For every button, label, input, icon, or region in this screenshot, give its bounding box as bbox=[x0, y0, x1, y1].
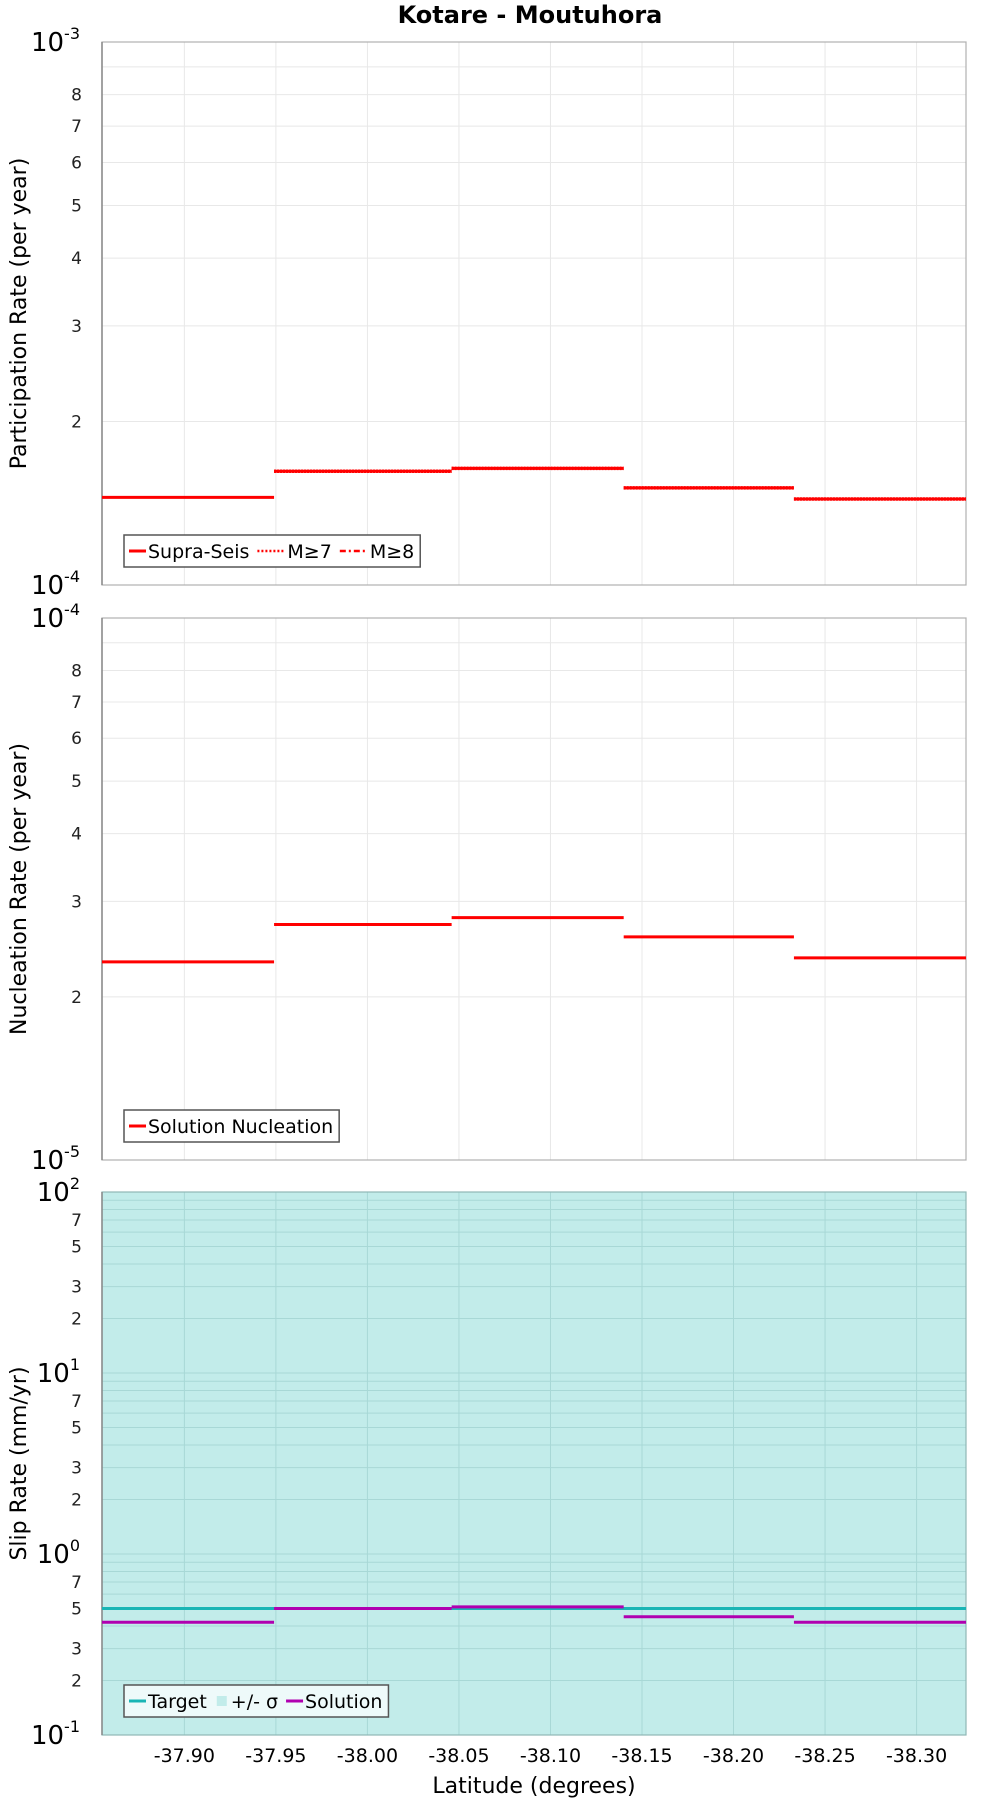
y-tick-label: 6 bbox=[71, 153, 82, 173]
y-tick-label: 4 bbox=[71, 825, 82, 845]
legend: Solution Nucleation bbox=[123, 1109, 340, 1143]
x-tick-label: -37.90 bbox=[154, 1745, 215, 1767]
legend-item-label: M≥8 bbox=[370, 541, 414, 563]
legend: Supra-Seis M≥7 M≥8 bbox=[123, 534, 421, 568]
y-decade-label: 10-4 bbox=[31, 600, 80, 634]
y-decade-label: 101 bbox=[37, 1355, 80, 1389]
y-tick-label: 2 bbox=[71, 988, 82, 1008]
y-tick-label: 5 bbox=[71, 1599, 82, 1619]
y-tick-label: 7 bbox=[71, 1211, 82, 1231]
chart-title: Kotare - Moutuhora bbox=[397, 1, 663, 29]
legend-swatch-sigma bbox=[216, 1696, 227, 1706]
y-decade-label: 10-1 bbox=[31, 1717, 80, 1751]
y-tick-label: 2 bbox=[71, 1310, 82, 1330]
y-tick-label: 3 bbox=[71, 1278, 82, 1298]
y-tick-label: 4 bbox=[71, 249, 82, 269]
y-tick-label: 7 bbox=[71, 693, 82, 713]
legend-item-label: +/- σ bbox=[231, 1691, 278, 1713]
y-tick-label: 8 bbox=[71, 86, 82, 106]
panel-2: 8 7 6 5 4 3 2 10-4 10-5 Nucleation Rate (per year… bbox=[7, 600, 967, 1176]
y-tick-label: 3 bbox=[71, 317, 82, 337]
y-tick-label: 5 bbox=[71, 196, 82, 216]
y-axis-label: Nucleation Rate (per year) bbox=[7, 743, 32, 1035]
y-tick-label: 7 bbox=[71, 1392, 82, 1412]
x-tick-label: -38.00 bbox=[337, 1745, 398, 1767]
x-tick-label: -37.95 bbox=[245, 1745, 306, 1767]
plot-frame bbox=[101, 617, 967, 1161]
y-tick-label: 8 bbox=[71, 662, 82, 682]
y-tick-label: 3 bbox=[71, 892, 82, 912]
y-tick-label: 7 bbox=[71, 1573, 82, 1593]
legend-item-label: Supra-Seis bbox=[148, 541, 249, 563]
x-tick-label: -38.10 bbox=[520, 1745, 581, 1767]
x-axis: -37.90 -37.95 -38.00 -38.05 -38.10 -38.15 -38.… bbox=[154, 1745, 947, 1799]
legend-box bbox=[123, 1684, 390, 1718]
y-tick-label: 5 bbox=[71, 1418, 82, 1438]
y-decade-label: 102 bbox=[37, 1174, 80, 1208]
legend-item-label: Solution bbox=[305, 1691, 382, 1713]
y-tick-label: 2 bbox=[71, 1491, 82, 1511]
y-axis-label: Participation Rate (per year) bbox=[7, 158, 32, 470]
y-decade-label: 100 bbox=[37, 1536, 80, 1570]
x-axis-label: Latitude (degrees) bbox=[432, 1774, 635, 1799]
legend-item-label: Solution Nucleation bbox=[148, 1116, 333, 1138]
y-axis-label: Slip Rate (mm/yr) bbox=[7, 1366, 32, 1560]
x-tick-label: -38.15 bbox=[611, 1745, 672, 1767]
panel-3: 7 5 3 2 7 5 3 2 7 5 3 2 102 101 100 10-1 Slip Rate (mm/y… bbox=[7, 1174, 967, 1751]
legend: Target +/- σ Solution bbox=[123, 1684, 390, 1718]
plot-frame bbox=[101, 41, 967, 586]
x-tick-label: -38.20 bbox=[703, 1745, 764, 1767]
y-tick-label: 5 bbox=[71, 1237, 82, 1257]
y-tick-label: 7 bbox=[71, 117, 82, 137]
sigma-band bbox=[102, 1192, 966, 1735]
y-tick-label: 5 bbox=[71, 772, 82, 792]
y-decade-label: 10-5 bbox=[31, 1142, 80, 1176]
x-tick-label: -38.25 bbox=[794, 1745, 855, 1767]
y-tick-label: 3 bbox=[71, 1640, 82, 1660]
x-tick-label: -38.30 bbox=[886, 1745, 947, 1767]
y-tick-label: 2 bbox=[71, 1672, 82, 1692]
legend-item-label: M≥7 bbox=[287, 541, 331, 563]
legend-item-label: Target bbox=[147, 1691, 207, 1713]
y-decade-label: 10-3 bbox=[31, 24, 80, 58]
y-tick-label: 2 bbox=[71, 413, 82, 433]
y-tick-label: 6 bbox=[71, 729, 82, 749]
legend-box bbox=[123, 534, 421, 568]
y-tick-label: 3 bbox=[71, 1459, 82, 1479]
y-decade-label: 10-4 bbox=[31, 567, 80, 601]
x-tick-label: -38.05 bbox=[428, 1745, 489, 1767]
panel-1: 8 7 6 5 4 3 2 10-3 10-4 Participation Rate (per y… bbox=[7, 24, 967, 601]
legend-box bbox=[123, 1109, 340, 1143]
